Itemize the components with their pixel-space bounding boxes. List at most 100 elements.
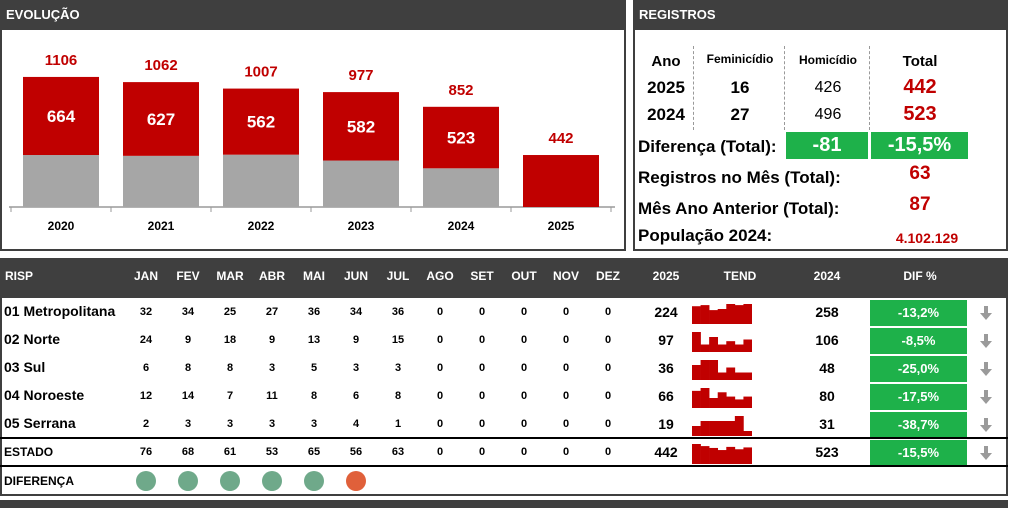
trend-bar xyxy=(734,449,744,464)
month-cell: 3 xyxy=(184,418,192,430)
col-header-month: JUL xyxy=(386,269,410,283)
reg-row2-ano: 2024 xyxy=(647,105,685,124)
month-cell: 0 xyxy=(604,390,612,402)
trend-bar xyxy=(692,390,701,408)
trend-bar xyxy=(734,305,744,324)
trend-bar xyxy=(726,446,736,464)
month-cell: 0 xyxy=(562,334,570,346)
trend-bar xyxy=(743,447,752,464)
reg-header-total: Total xyxy=(902,53,938,70)
x-tick-label: 2021 xyxy=(148,219,175,233)
month-cell: 0 xyxy=(478,446,486,458)
arrow-down-icon xyxy=(980,418,992,432)
trend-bar xyxy=(726,304,736,324)
reg-row2-fem: 27 xyxy=(730,105,750,124)
month-cell: 8 xyxy=(184,362,192,374)
month-cell: 8 xyxy=(394,390,402,402)
evolucao-chart: 664 1106 2020 627 1062 2021 562 1007 2022 582 977 2… xyxy=(9,52,615,233)
col-header-month: FEV xyxy=(176,269,200,283)
reg-row1-ano: 2025 xyxy=(647,78,685,97)
status-dot xyxy=(178,471,198,491)
month-cell: 0 xyxy=(562,418,570,430)
trend-bar xyxy=(709,398,719,408)
trend-bar xyxy=(734,399,744,408)
status-dot xyxy=(220,471,240,491)
month-cell: 0 xyxy=(604,362,612,374)
month-cell: 3 xyxy=(268,362,276,374)
bar-red-segment xyxy=(223,88,299,155)
month-cell: 9 xyxy=(352,334,360,346)
dif-percent-badge: -15,5% xyxy=(870,440,967,466)
arrow-down-icon xyxy=(980,446,992,460)
dif-percent-badge: -25,0% xyxy=(870,356,967,382)
month-cell: 9 xyxy=(184,334,192,346)
bar-grey-segment xyxy=(423,168,499,207)
trend-bar xyxy=(700,344,710,352)
month-cell: 34 xyxy=(181,306,195,318)
month-cell: 0 xyxy=(562,362,570,374)
trend-sparkline xyxy=(692,360,752,380)
dif-percent-badge: -8,5% xyxy=(870,328,967,354)
col-header-month: ABR xyxy=(259,269,285,283)
col-header-month: AGO xyxy=(426,269,454,283)
trend-bar xyxy=(717,372,727,380)
month-cell: 1 xyxy=(394,418,402,430)
month-cell: 25 xyxy=(223,306,237,318)
col-header-risp: RISP xyxy=(5,269,34,283)
col-header-month: MAR xyxy=(216,269,244,283)
month-cell: 3 xyxy=(226,418,234,430)
total-2024-cell: 48 xyxy=(819,360,835,376)
diferenca-pct-badge: -15,5% xyxy=(871,132,968,159)
month-cell: 0 xyxy=(562,446,570,458)
bar-grey-segment xyxy=(123,155,199,207)
month-cell: 0 xyxy=(478,306,486,318)
col-header-month: MAI xyxy=(303,269,325,283)
bar-red-segment xyxy=(123,82,199,156)
month-cell: 68 xyxy=(181,446,195,458)
month-cell: 13 xyxy=(307,334,321,346)
bar-inner-label: 562 xyxy=(247,113,275,132)
dif-percent-badge: -17,5% xyxy=(870,384,967,410)
trend-bar xyxy=(734,344,744,352)
month-cell: 11 xyxy=(266,390,278,402)
bar-total-label: 1106 xyxy=(45,52,78,69)
reg-divider-2 xyxy=(784,46,785,130)
month-cell: 6 xyxy=(352,390,360,402)
month-cell: 0 xyxy=(604,418,612,430)
month-cell: 0 xyxy=(604,446,612,458)
trend-bar xyxy=(717,344,727,352)
trend-bar xyxy=(692,444,701,464)
month-cell: 9 xyxy=(268,334,276,346)
col-header-month: JUN xyxy=(343,269,368,283)
trend-bar xyxy=(692,306,701,324)
month-cell: 15 xyxy=(391,334,405,346)
month-cell: 24 xyxy=(139,334,153,346)
bar-grey-segment xyxy=(323,160,399,207)
total-2025-cell: 36 xyxy=(658,360,674,376)
reg-row1-hom: 426 xyxy=(814,79,842,96)
month-cell: 18 xyxy=(223,334,237,346)
row-name: 04 Noroeste xyxy=(4,387,85,403)
populacao-label: População 2024: xyxy=(638,226,773,245)
month-cell: 0 xyxy=(478,334,486,346)
trend-bar xyxy=(709,310,719,324)
row-name: 03 Sul xyxy=(4,359,46,375)
month-cell: 8 xyxy=(310,390,318,402)
col-header-tend: TEND xyxy=(723,269,757,283)
trend-bar xyxy=(700,388,710,408)
month-cell: 0 xyxy=(562,306,570,318)
trend-bar xyxy=(734,372,744,380)
col-header-month: DEZ xyxy=(596,269,620,283)
month-cell: 34 xyxy=(349,306,363,318)
col-header-month: SET xyxy=(470,269,494,283)
trend-sparkline xyxy=(692,332,752,352)
month-cell: 56 xyxy=(349,446,363,458)
mes-anterior-label: Mês Ano Anterior (Total): xyxy=(638,199,840,218)
bar-red-segment xyxy=(423,106,499,169)
month-cell: 5 xyxy=(310,362,318,374)
month-cell: 0 xyxy=(604,334,612,346)
trend-bar xyxy=(709,421,719,436)
x-tick-label: 2022 xyxy=(248,219,275,233)
trend-bar xyxy=(717,450,727,464)
trend-sparkline xyxy=(692,388,752,408)
